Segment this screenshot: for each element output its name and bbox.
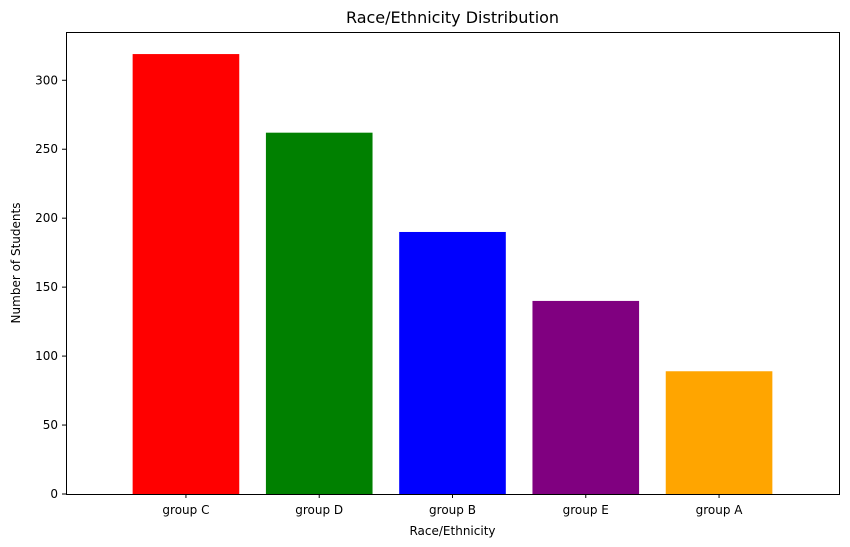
bar-group-a [665, 371, 773, 494]
x-tick-label: group E [563, 503, 609, 517]
y-tick-label: 0 [50, 487, 58, 501]
y-tick-label: 150 [35, 280, 58, 294]
bar-group-d [265, 132, 373, 494]
bar-group-c [132, 54, 240, 494]
x-axis-label: Race/Ethnicity [409, 524, 495, 538]
chart-title: Race/Ethnicity Distribution [346, 8, 559, 27]
x-tick-label: group C [162, 503, 209, 517]
y-tick-label: 300 [35, 73, 58, 87]
x-tick-label: group B [429, 503, 476, 517]
y-tick-label: 200 [35, 211, 58, 225]
x-tick-label: group A [696, 503, 744, 517]
bar-group-e [532, 300, 640, 494]
y-tick-label: 250 [35, 142, 58, 156]
bar-group-b [399, 231, 506, 494]
plot-frame [66, 32, 840, 495]
y-axis-label: Number of Students [9, 203, 23, 324]
y-axis-ticks: 0 50 100 150 200 250 300 [35, 73, 66, 501]
bars-group [132, 54, 773, 494]
x-tick-label: group D [295, 503, 343, 517]
y-tick-label: 50 [43, 418, 58, 432]
x-axis-ticks: group C group D group B group E group A [162, 494, 743, 517]
y-tick-label: 100 [35, 349, 58, 363]
